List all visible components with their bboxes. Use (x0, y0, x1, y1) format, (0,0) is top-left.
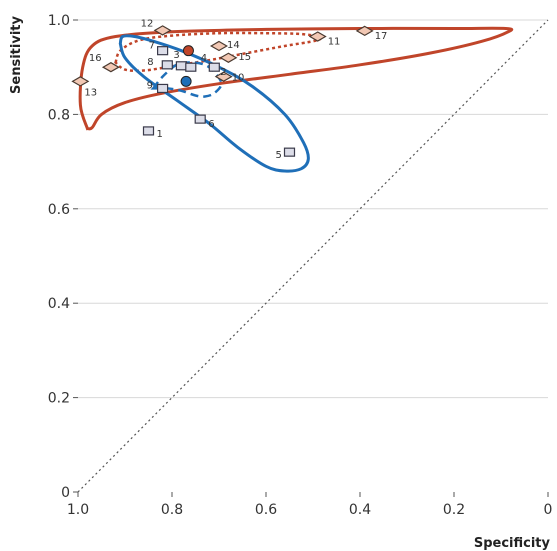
grid-lines (78, 19, 548, 399)
x-axis-title: Specificity (474, 536, 551, 551)
study-square-6 (194, 114, 206, 124)
study-diamond-14 (209, 40, 229, 52)
study-diamond-12 (153, 25, 172, 36)
y-tick-label: 1.0 (48, 13, 70, 29)
study-square-2 (208, 62, 220, 72)
x-tick-label: 0.4 (349, 502, 371, 518)
red-solid-region (78, 26, 514, 131)
x-tick-label: 1.0 (67, 502, 89, 518)
point-label-6: 6 (208, 119, 214, 130)
study-points (71, 25, 374, 157)
point-label-1: 1 (157, 129, 163, 140)
study-diamond-17 (355, 25, 374, 37)
y-tick-label: 0.4 (48, 296, 70, 312)
confidence-regions (78, 26, 514, 173)
x-tick-label: 0.2 (443, 502, 465, 518)
study-square-1 (142, 126, 155, 136)
y-tick-label: 0.6 (48, 202, 70, 218)
point-label-4: 4 (201, 53, 207, 64)
chance-diagonal-line (77, 19, 549, 493)
point-label-10: 10 (232, 73, 245, 84)
x-tick-label: 0.8 (161, 502, 183, 518)
study-diamond-10 (214, 71, 233, 82)
y-tick-label: 0 (61, 485, 70, 501)
study-diamond-15 (219, 52, 238, 63)
point-label-15: 15 (238, 52, 251, 63)
red-summary-point (182, 45, 194, 57)
point-label-5: 5 (276, 150, 282, 161)
point-label-7: 7 (149, 41, 155, 52)
study-square-7 (157, 46, 169, 56)
y-axis-title: Sensitivity (9, 16, 24, 94)
point-label-9: 9 (147, 80, 153, 91)
y-tick-label: 0.2 (48, 391, 70, 407)
study-square-5 (283, 147, 296, 157)
study-square-9 (157, 83, 169, 94)
point-label-3: 3 (173, 50, 179, 61)
point-label-2: 2 (220, 67, 226, 78)
point-label-8: 8 (147, 57, 153, 68)
point-label-13: 13 (84, 87, 97, 98)
blue-solid-region (118, 34, 310, 173)
study-square-8 (161, 60, 173, 70)
point-label-16: 16 (89, 53, 102, 64)
x-tick-label: 0.6 (255, 502, 277, 518)
study-diamond-16 (101, 62, 120, 73)
tick-labels: 1.0 0.8 0.6 0.4 0.2 0 0 0.2 0.4 0.6 0.8 1.0 (48, 13, 553, 518)
x-tick-label: 0 (544, 502, 553, 518)
study-diamond-13 (71, 76, 90, 87)
point-label-12: 12 (141, 18, 154, 29)
point-label-17: 17 (375, 31, 388, 42)
y-tick-label: 0.8 (48, 107, 70, 123)
point-label-14: 14 (227, 40, 240, 51)
blue-summary-point (180, 75, 192, 87)
study-square-4 (185, 62, 197, 72)
study-diamond-11 (308, 31, 327, 42)
point-label-11: 11 (328, 37, 341, 48)
study-square-3 (175, 61, 187, 71)
